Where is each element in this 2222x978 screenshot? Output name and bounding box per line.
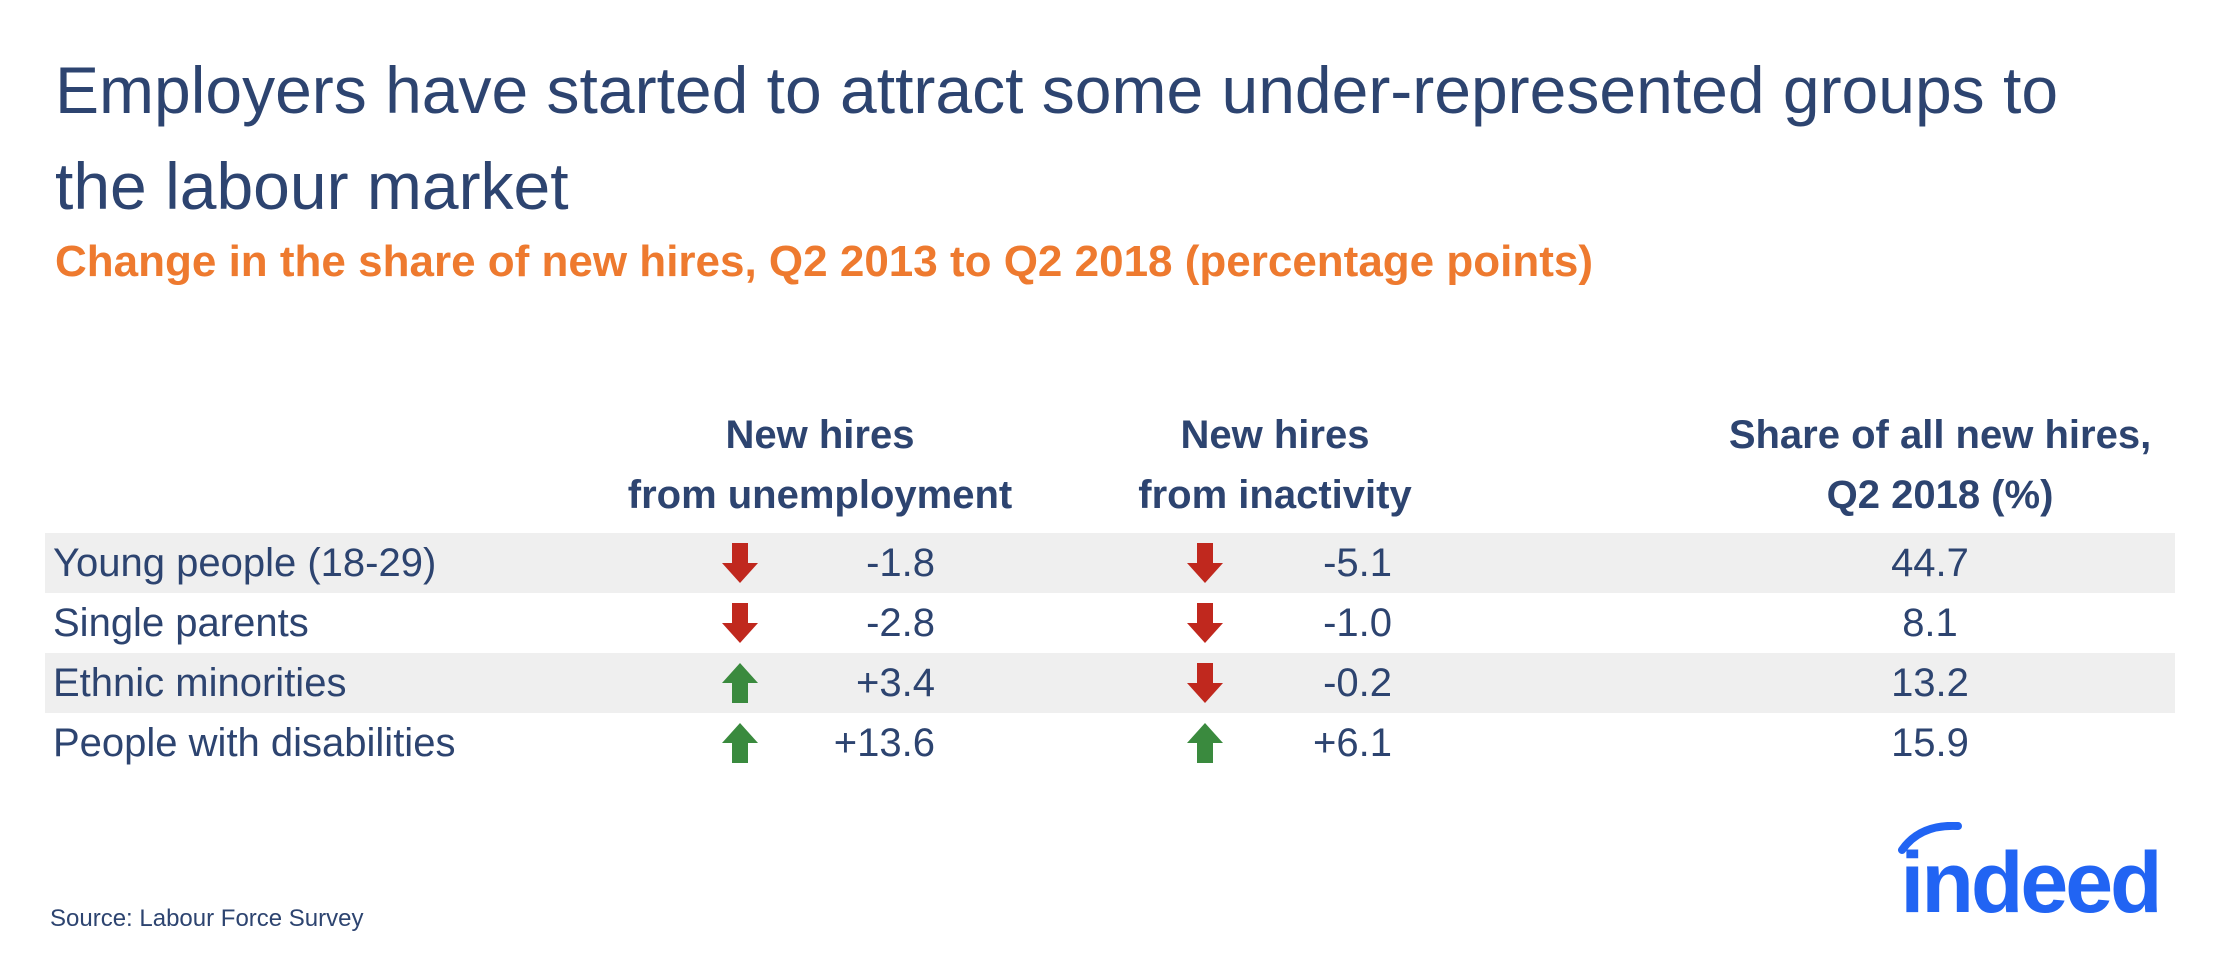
row-label: Single parents	[53, 601, 309, 645]
share-value: 13.2	[1891, 661, 1969, 705]
inactivity-change-value: -5.1	[1323, 541, 1392, 585]
arrow-down-icon	[722, 603, 758, 643]
unemployment-change-value: -2.8	[866, 601, 935, 645]
chart-title: Employers have started to attract some u…	[55, 53, 2059, 223]
column-header-line: Share of all new hires,	[1728, 413, 2152, 457]
column-header-line: New hires	[725, 413, 915, 457]
share-value: 8.1	[1902, 601, 1958, 645]
table-row: People with disabilities +13.6 +6.1 15.9	[45, 713, 2175, 773]
column-header-line: from inactivity	[1138, 473, 1412, 517]
table-row: Single parents -2.8 -1.0 8.1	[45, 593, 2175, 653]
arrow-down-icon	[1187, 603, 1223, 643]
column-header-unemployment: New hires from unemployment	[600, 405, 1040, 525]
row-label: Young people (18-29)	[53, 541, 437, 585]
arrow-down-icon	[722, 543, 758, 583]
column-header-line: from unemployment	[627, 473, 1013, 517]
share-value: 44.7	[1891, 541, 1969, 585]
table-row: Ethnic minorities +3.4 -0.2 13.2	[45, 653, 2175, 713]
unemployment-change-value: -1.8	[866, 541, 935, 585]
arrow-up-icon	[722, 723, 758, 763]
column-header-line: New hires	[1180, 413, 1370, 457]
indeed-logo: indeed	[1898, 822, 2163, 922]
row-label: People with disabilities	[53, 721, 456, 765]
arrow-down-icon	[1187, 543, 1223, 583]
column-header-share: Share of all new hires, Q2 2018 (%)	[1680, 405, 2200, 525]
share-value: 15.9	[1891, 721, 1969, 765]
arrow-up-icon	[1187, 723, 1223, 763]
arrow-down-icon	[1187, 663, 1223, 703]
unemployment-change-value: +3.4	[856, 661, 935, 705]
unemployment-change-value: +13.6	[833, 721, 935, 765]
chart-subtitle: Change in the share of new hires, Q2 201…	[55, 237, 1594, 286]
source-note: Source: Labour Force Survey	[50, 905, 364, 932]
table-row: Young people (18-29) -1.8 -5.1 44.7	[45, 533, 2175, 593]
logo-text: indeed	[1900, 835, 2159, 922]
inactivity-change-value: -0.2	[1323, 661, 1392, 705]
inactivity-change-value: -1.0	[1323, 601, 1392, 645]
column-header-inactivity: New hires from inactivity	[1110, 405, 1440, 525]
column-header-line: Q2 2018 (%)	[1826, 473, 2054, 517]
arrow-up-icon	[722, 663, 758, 703]
inactivity-change-value: +6.1	[1313, 721, 1392, 765]
row-label: Ethnic minorities	[53, 661, 347, 705]
